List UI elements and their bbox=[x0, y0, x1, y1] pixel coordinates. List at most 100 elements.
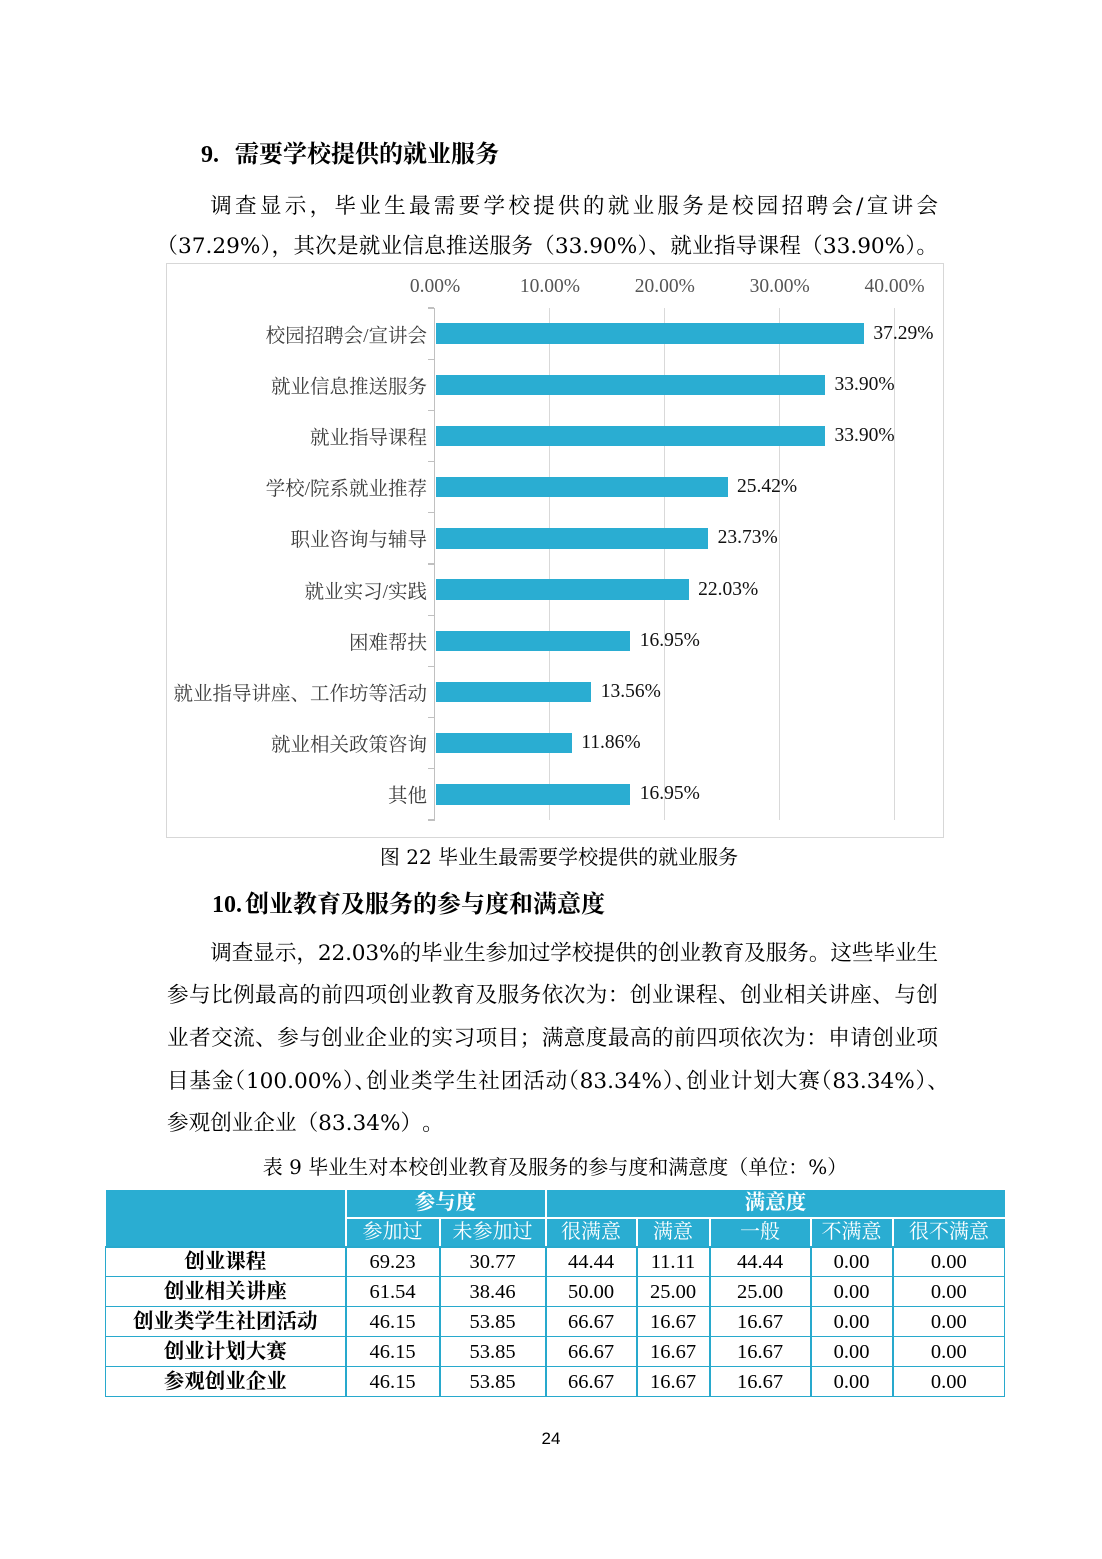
bar bbox=[435, 425, 825, 447]
table-row: 创业课程 69.23 30.77 44.44 11.11 44.44 0.00 0.00 bbox=[105, 1246, 1005, 1277]
bar-value-label: 33.90% bbox=[834, 373, 895, 395]
figure-caption: 图 22 毕业生最需要学校提供的就业服务 bbox=[379, 844, 739, 869]
paragraph-line: 目基金（100.00%）、创业类学生社团活动（83.34%）、创业计划大赛（83… bbox=[167, 1068, 938, 1094]
bar-value-label: 37.29% bbox=[873, 322, 934, 344]
bar bbox=[435, 323, 864, 344]
table-cell: 46.15 bbox=[344, 1366, 440, 1397]
bar bbox=[435, 732, 572, 754]
table-cell: 66.67 bbox=[544, 1366, 637, 1397]
table-cell: 25.00 bbox=[708, 1276, 811, 1307]
y-axis-tick bbox=[428, 665, 434, 668]
bar bbox=[435, 681, 592, 703]
y-axis-tick bbox=[428, 461, 434, 463]
table-cell: 0.00 bbox=[891, 1276, 1005, 1307]
bar bbox=[435, 528, 709, 549]
bar-value-label: 16.95% bbox=[639, 629, 700, 651]
paragraph-line: 参观创业企业（83.34%）。 bbox=[167, 1111, 444, 1137]
table-sub-header: 很不满意 bbox=[891, 1217, 1005, 1248]
gridline bbox=[549, 308, 551, 820]
category-label: 校园招聘会/宣讲会 bbox=[265, 325, 427, 347]
bar-value-label: 23.73% bbox=[717, 527, 778, 549]
table-row-label: 创业相关讲座 bbox=[105, 1276, 346, 1307]
x-axis-tick-label: 30.00% bbox=[749, 276, 810, 297]
table-cell: 38.46 bbox=[438, 1276, 546, 1307]
table-row: 创业类学生社团活动 46.15 53.85 66.67 16.67 16.67 0.00 0.… bbox=[105, 1306, 1005, 1337]
category-label: 就业信息推送服务 bbox=[270, 376, 427, 398]
y-axis-tick bbox=[428, 563, 434, 565]
table-cell: 61.54 bbox=[344, 1276, 440, 1307]
table-cell: 53.85 bbox=[438, 1366, 546, 1397]
x-axis-tick-label: 0.00% bbox=[409, 276, 461, 297]
y-axis-tick bbox=[428, 409, 434, 412]
paragraph-line: 调查显示，22.03%的毕业生参加过学校提供的创业教育及服务。这些毕业生 bbox=[210, 940, 938, 966]
table-cell: 16.67 bbox=[708, 1336, 811, 1367]
page-number: 24 bbox=[541, 1429, 561, 1448]
table-cell: 16.67 bbox=[635, 1366, 710, 1397]
table-cell: 0.00 bbox=[809, 1276, 893, 1307]
gridline bbox=[664, 308, 666, 820]
table-cell: 0.00 bbox=[891, 1306, 1005, 1337]
bar-value-label: 22.03% bbox=[698, 578, 759, 600]
category-label: 就业实习/实践 bbox=[304, 581, 427, 603]
section-9-title: 需要学校提供的就业服务 bbox=[235, 142, 499, 168]
gridline bbox=[779, 308, 781, 820]
table-row-label: 创业课程 bbox=[105, 1246, 346, 1277]
category-label: 学校/院系就业推荐 bbox=[265, 479, 427, 501]
bar bbox=[435, 374, 825, 396]
y-axis-tick bbox=[428, 819, 434, 821]
table-cell: 11.11 bbox=[635, 1246, 710, 1277]
table-cell: 0.00 bbox=[891, 1336, 1005, 1367]
table-sub-header: 不满意 bbox=[809, 1217, 893, 1248]
section-10-title: 创业教育及服务的参与度和满意度 bbox=[245, 892, 605, 918]
table-cell: 16.67 bbox=[635, 1306, 710, 1337]
y-axis-tick bbox=[428, 512, 434, 514]
bar-value-label: 13.56% bbox=[600, 680, 661, 702]
table-cell: 0.00 bbox=[809, 1366, 893, 1397]
table-cell: 16.67 bbox=[708, 1366, 811, 1397]
table-corner-cell bbox=[105, 1190, 347, 1248]
table-cell: 0.00 bbox=[809, 1336, 893, 1367]
table-caption: 表 9 毕业生对本校创业教育及服务的参与度和满意度（单位：%） bbox=[262, 1155, 848, 1179]
table-cell: 66.67 bbox=[544, 1306, 637, 1337]
table-cell: 25.00 bbox=[635, 1276, 710, 1307]
table-cell: 53.85 bbox=[438, 1336, 546, 1367]
table-group-header: 参与度 bbox=[344, 1190, 546, 1219]
bar bbox=[435, 579, 689, 600]
section-10-heading: 10. 创业教育及服务的参与度和满意度 bbox=[0, 890, 1102, 920]
table-cell: 44.44 bbox=[544, 1246, 637, 1277]
category-label: 就业指导讲座、工作坊等活动 bbox=[173, 683, 427, 705]
y-axis-tick bbox=[428, 307, 434, 309]
table-cell: 0.00 bbox=[809, 1306, 893, 1337]
table-cell: 0.00 bbox=[809, 1246, 893, 1277]
section-10-paragraph: 调查显示，22.03%的毕业生参加过学校提供的创业教育及服务。这些毕业生参与比例… bbox=[167, 933, 938, 1147]
y-axis-tick bbox=[428, 614, 434, 616]
table-cell: 69.23 bbox=[344, 1246, 440, 1277]
paragraph-line: 业者交流、参与创业企业的实习项目；满意度最高的前四项依次为：申请创业项 bbox=[167, 1025, 938, 1051]
table-sub-header: 未参加过 bbox=[438, 1217, 546, 1248]
table-row: 参观创业企业 46.15 53.85 66.67 16.67 16.67 0.00 0.00 bbox=[105, 1366, 1005, 1397]
category-label: 职业咨询与辅导 bbox=[290, 530, 427, 552]
y-axis-tick bbox=[428, 358, 434, 360]
table-row-label: 参观创业企业 bbox=[105, 1366, 346, 1397]
x-axis-tick-label: 20.00% bbox=[634, 276, 695, 297]
x-axis-tick-label: 10.00% bbox=[519, 276, 580, 297]
table-sub-header: 参加过 bbox=[344, 1217, 440, 1248]
table-cell: 44.44 bbox=[708, 1246, 811, 1277]
paragraph-line: 调查显示，毕业生最需要学校提供的就业服务是校园招聘会/宣讲会 bbox=[210, 194, 938, 219]
table-sub-header: 一般 bbox=[708, 1217, 811, 1248]
table-cell: 0.00 bbox=[891, 1246, 1005, 1277]
y-axis-tick bbox=[428, 768, 434, 770]
participation-satisfaction-table: 参与度 满意度 参加过 未参加过 很满意 满意 一般 不满意 很不满意 创业课程 69.23 30.7… bbox=[105, 1190, 1005, 1397]
paragraph-line: 参与比例最高的前四项创业教育及服务依次为：创业课程、创业相关讲座、与创 bbox=[167, 983, 938, 1009]
table-cell: 30.77 bbox=[438, 1246, 546, 1277]
table-cell: 46.15 bbox=[344, 1306, 440, 1337]
bar bbox=[435, 476, 728, 498]
bar bbox=[435, 630, 631, 652]
bar-value-label: 33.90% bbox=[834, 424, 895, 446]
table-cell: 16.67 bbox=[708, 1306, 811, 1337]
section-9-paragraph: 调查显示，毕业生最需要学校提供的就业服务是校园招聘会/宣讲会 （37.29%），其… bbox=[156, 187, 938, 267]
table-sub-header: 满意 bbox=[635, 1217, 710, 1248]
bar bbox=[435, 784, 631, 805]
table-cell: 0.00 bbox=[891, 1366, 1005, 1397]
